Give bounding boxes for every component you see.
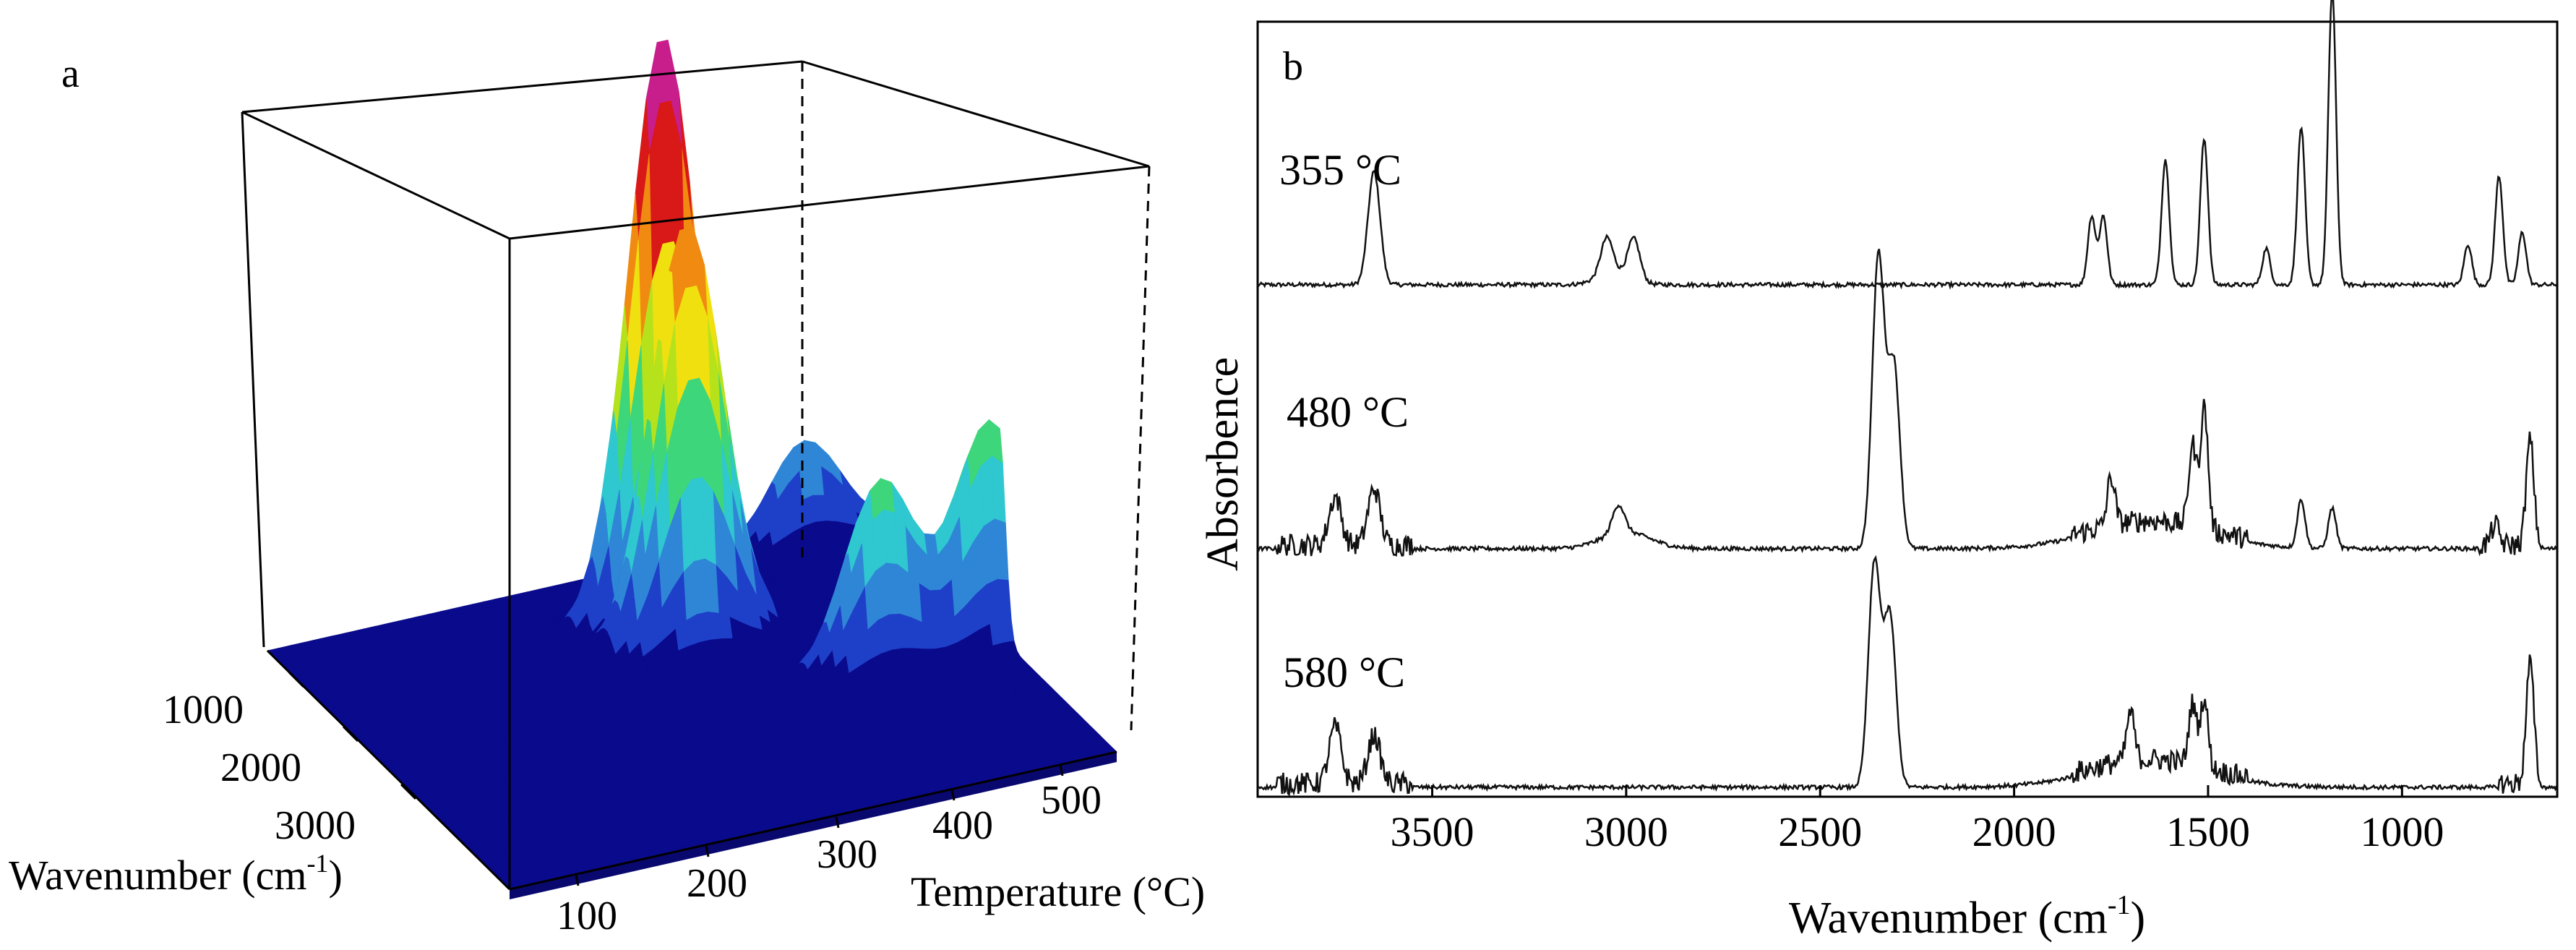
panel-a-3d-surface: a 100: [9, 39, 1205, 938]
x-tick-label-1000: 1000: [163, 688, 244, 732]
x-axis-title: Wavenumber (cm-1): [1789, 890, 2145, 943]
series-label-580: 580 °C: [1283, 649, 1405, 696]
box-top-right: [802, 60, 1150, 168]
y-tick-label-100: 100: [557, 894, 617, 938]
series-label-355: 355 °C: [1279, 146, 1401, 194]
box-right-vertical: [1130, 166, 1151, 731]
panel-a-letter: a: [61, 51, 80, 96]
x-tick-label-2500: 2500: [1778, 808, 1862, 855]
x-tick-label-1500: 1500: [2166, 808, 2250, 855]
spectrum-line-1: [1257, 248, 2558, 557]
box-top-left: [241, 111, 510, 240]
box-left-back: [241, 111, 265, 648]
box-top-front: [509, 165, 1150, 240]
x-tick-label-3500: 3500: [1391, 808, 1474, 855]
x-tick-label-1000: 1000: [2360, 808, 2444, 855]
x-axis-title: Wavenumber (cm-1): [9, 849, 343, 899]
plot-frame: [1256, 20, 2559, 798]
spectrum-line-0: [1257, 0, 2557, 290]
y-axis-title: Absorbence: [1198, 357, 1248, 571]
panel-b-ir-spectra: b 355 °C 480 °C 580 °C 3500 3000 2500 2000 1…: [1198, 0, 2559, 943]
x-tick-label-2000: 2000: [1972, 808, 2056, 855]
x-tick-label-3000: 3000: [1584, 808, 1668, 855]
x-tick-label-2000: 2000: [220, 745, 301, 790]
box-top-back: [241, 60, 803, 114]
y-tick-label-200: 200: [687, 861, 747, 906]
y-tick-label-400: 400: [932, 803, 993, 848]
x-tick-label-3000: 3000: [275, 803, 356, 848]
panel-b-letter: b: [1283, 44, 1303, 89]
y-tick-label-500: 500: [1041, 778, 1102, 823]
y-tick-label-300: 300: [817, 832, 877, 877]
surface-plot: [267, 39, 1117, 899]
y-axis-title: Temperature (°C): [911, 868, 1205, 915]
spectra: [1257, 0, 2558, 797]
spectrum-line-2: [1257, 555, 2558, 797]
series-label-480: 480 °C: [1287, 388, 1409, 436]
